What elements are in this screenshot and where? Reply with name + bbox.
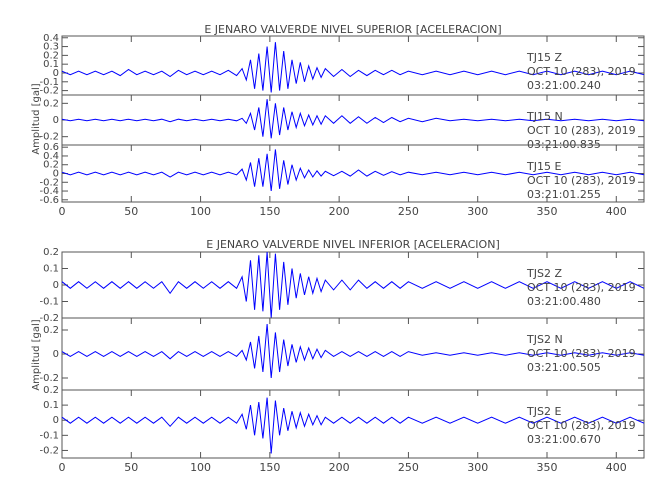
x-tick-label: 200	[329, 205, 350, 218]
y-tick-label: 0.2	[43, 385, 59, 396]
x-tick-label: 400	[606, 205, 627, 218]
y-tick-label: 0	[53, 349, 59, 360]
trace-station: TJ15 N	[526, 110, 563, 123]
waveform	[61, 99, 645, 139]
y-tick-label: 0	[53, 68, 59, 79]
y-tick-label: 0.2	[43, 160, 59, 171]
waveform	[61, 397, 645, 454]
y-axis-label: Amplitud [gal]	[31, 83, 42, 154]
x-tick-label: 0	[59, 461, 66, 474]
trace-date: OCT 10 (283), 2019	[527, 174, 636, 187]
trace-time: 03:21:00.240	[527, 79, 601, 92]
trace-date: OCT 10 (283), 2019	[527, 419, 636, 432]
y-tick-label: 0	[53, 280, 59, 291]
y-tick-label: 0.4	[43, 33, 59, 44]
x-tick-label: 50	[124, 461, 138, 474]
trace-station: TJ15 Z	[526, 51, 562, 64]
x-tick-label: 200	[329, 461, 350, 474]
trace-time: 03:21:00.480	[527, 295, 601, 308]
y-tick-label: 0.2	[43, 50, 59, 61]
x-tick-label: 300	[467, 205, 488, 218]
trace-time: 03:21:00.670	[527, 433, 601, 446]
y-tick-label: -0.2	[39, 313, 59, 324]
y-tick-label: 0	[53, 169, 59, 180]
y-tick-label: 0.2	[43, 98, 59, 109]
x-tick-label: 400	[606, 461, 627, 474]
trace-station: TJS2 N	[526, 333, 563, 346]
y-axis-label: Amplitud [gal]	[31, 319, 42, 390]
x-tick-label: 50	[124, 205, 138, 218]
y-tick-label: -0.2	[39, 177, 59, 188]
chart-title: E JENARO VALVERDE NIVEL INFERIOR [ACELER…	[206, 238, 499, 251]
trace-date: OCT 10 (283), 2019	[527, 65, 636, 78]
x-tick-label: 250	[398, 205, 419, 218]
y-tick-label: 0.1	[43, 264, 59, 275]
y-tick-label: 0.1	[43, 400, 59, 411]
y-tick-label: 0.3	[43, 42, 59, 53]
trace-date: OCT 10 (283), 2019	[527, 281, 636, 294]
y-tick-label: 0.1	[43, 59, 59, 70]
y-tick-label: 0.4	[43, 151, 59, 162]
y-tick-label: 0	[53, 115, 59, 126]
trace-station: TJ15 E	[526, 160, 561, 173]
waveform	[61, 323, 645, 379]
trace-time: 03:21:01.255	[527, 188, 601, 201]
y-tick-label: -0.1	[39, 430, 59, 441]
trace-date: OCT 10 (283), 2019	[527, 347, 636, 360]
x-tick-label: 350	[537, 205, 558, 218]
x-tick-label: 300	[467, 461, 488, 474]
x-tick-label: 150	[259, 461, 280, 474]
waveform	[61, 251, 645, 319]
y-tick-label: 0	[53, 415, 59, 426]
x-tick-label: 150	[259, 205, 280, 218]
y-tick-label: -0.1	[39, 77, 59, 88]
x-tick-label: 100	[190, 205, 211, 218]
y-tick-label: 0.2	[43, 247, 59, 258]
y-tick-label: -0.2	[39, 86, 59, 97]
y-tick-label: -0.2	[39, 373, 59, 384]
chart-title: E JENARO VALVERDE NIVEL SUPERIOR [ACELER…	[204, 23, 501, 36]
panel-frame	[61, 389, 645, 459]
y-tick-label: -0.1	[39, 297, 59, 308]
x-tick-label: 100	[190, 461, 211, 474]
y-tick-label: -0.2	[39, 445, 59, 456]
trace-date: OCT 10 (283), 2019	[527, 124, 636, 137]
y-tick-label: -0.4	[39, 186, 59, 197]
trace-station: TJS2 E	[526, 405, 561, 418]
waveform	[61, 149, 645, 192]
x-tick-label: 0	[59, 205, 66, 218]
trace-time: 03:21:00.505	[527, 361, 601, 374]
x-tick-label: 250	[398, 461, 419, 474]
y-tick-label: -0.6	[39, 195, 59, 206]
y-tick-label: 0.6	[43, 142, 59, 153]
waveform	[61, 42, 645, 93]
y-tick-label: 0.2	[43, 325, 59, 336]
x-tick-label: 350	[537, 461, 558, 474]
trace-station: TJS2 Z	[526, 267, 562, 280]
y-tick-label: -0.2	[39, 132, 59, 143]
